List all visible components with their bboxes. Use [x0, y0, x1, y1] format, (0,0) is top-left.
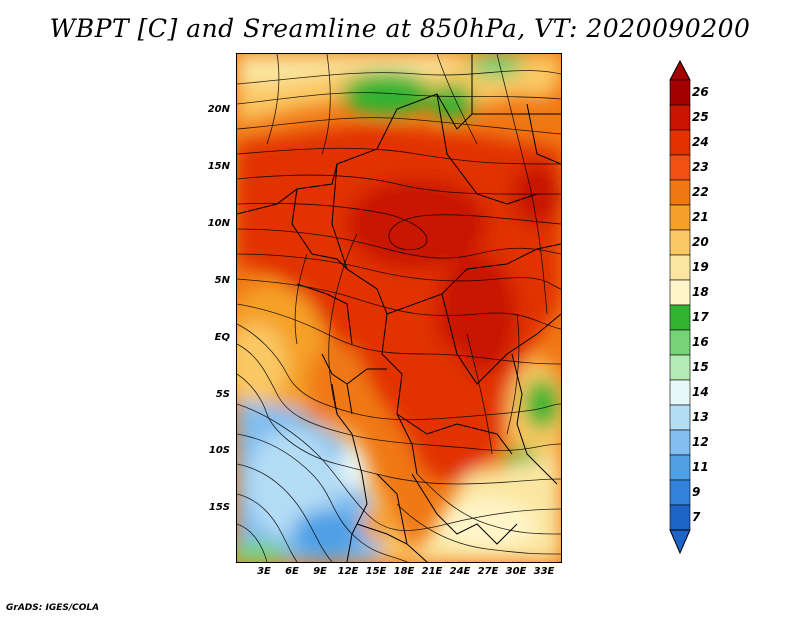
- lon-tick-label: 9E: [313, 566, 327, 577]
- colorbar-label: 7: [692, 509, 701, 524]
- colorbar-label: 14: [692, 384, 709, 399]
- colorbar-label: 12: [692, 434, 709, 449]
- lon-tick-label: 30E: [505, 566, 527, 577]
- lat-tick-label: EQ: [214, 332, 230, 343]
- colorbar-swatch: [669, 179, 691, 206]
- wbpt-field: [237, 54, 561, 562]
- lon-tick-label: 3E: [257, 566, 271, 577]
- colorbar-label: 23: [692, 159, 709, 174]
- lon-tick-label: 12E: [337, 566, 359, 577]
- colorbar-swatch: [669, 404, 691, 431]
- colorbar-label: 16: [692, 334, 709, 349]
- colorbar-swatch: [669, 204, 691, 231]
- colorbar-swatch: [669, 129, 691, 156]
- colorbar-label: 25: [692, 109, 709, 124]
- streamlines: [237, 54, 561, 562]
- colorbar-label: 13: [692, 409, 709, 424]
- lat-tick-label: 5S: [215, 389, 230, 400]
- colorbar: [669, 59, 691, 555]
- country-borders: [237, 54, 561, 562]
- colorbar-label: 24: [692, 134, 709, 149]
- colorbar-label: 21: [692, 209, 709, 224]
- colorbar-label: 19: [692, 259, 709, 274]
- lat-tick-label: 5N: [214, 275, 230, 286]
- colorbar-swatch: [669, 279, 691, 306]
- lon-tick-label: 18E: [393, 566, 415, 577]
- colorbar-swatch: [669, 429, 691, 456]
- lat-tick-label: 10S: [208, 445, 230, 456]
- grads-credit: GrADS: IGES/COLA: [6, 603, 100, 613]
- lon-tick-label: 15E: [365, 566, 387, 577]
- lat-tick-label: 15N: [207, 161, 230, 172]
- colorbar-label: 9: [692, 484, 701, 499]
- colorbar-swatch: [669, 504, 691, 531]
- colorbar-bottom-arrow: [669, 529, 691, 555]
- chart-title: WBPT [C] and Sreamline at 850hPa, VT: 20…: [49, 14, 751, 43]
- colorbar-swatch: [669, 254, 691, 281]
- colorbar-swatch: [669, 229, 691, 256]
- colorbar-swatch: [669, 79, 691, 106]
- colorbar-label: 17: [692, 309, 709, 324]
- colorbar-swatches: [669, 79, 691, 531]
- lon-tick-label: 21E: [421, 566, 443, 577]
- colorbar-label: 20: [692, 234, 709, 249]
- colorbar-swatch: [669, 379, 691, 406]
- colorbar-swatch: [669, 354, 691, 381]
- colorbar-label: 18: [692, 284, 709, 299]
- colorbar-swatch: [669, 154, 691, 181]
- colorbar-swatch: [669, 104, 691, 131]
- colorbar-top-arrow: [669, 59, 691, 81]
- colorbar-swatch: [669, 329, 691, 356]
- lat-tick-label: 15S: [208, 502, 230, 513]
- lat-tick-label: 10N: [207, 218, 230, 229]
- lat-tick-label: 20N: [207, 104, 230, 115]
- lon-tick-label: 27E: [477, 566, 499, 577]
- map-panel: [236, 53, 562, 563]
- colorbar-swatch: [669, 304, 691, 331]
- colorbar-label: 15: [692, 359, 709, 374]
- lon-tick-label: 33E: [533, 566, 555, 577]
- colorbar-label: 26: [692, 84, 709, 99]
- colorbar-label: 11: [692, 459, 709, 474]
- colorbar-swatch: [669, 479, 691, 506]
- lon-tick-label: 6E: [285, 566, 299, 577]
- lon-tick-label: 24E: [449, 566, 471, 577]
- colorbar-label: 22: [692, 184, 709, 199]
- colorbar-swatch: [669, 454, 691, 481]
